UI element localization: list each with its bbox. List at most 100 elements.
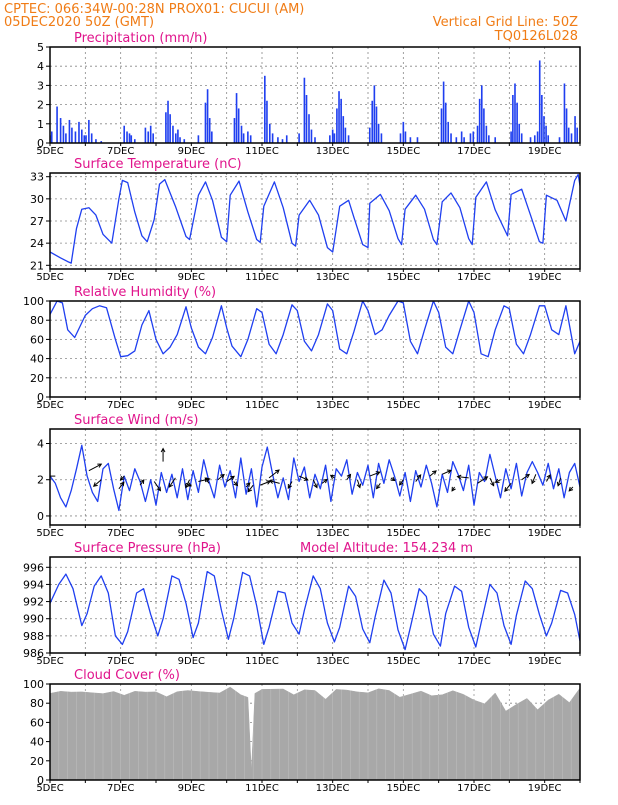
- y-tick-label: 994: [23, 578, 44, 591]
- precip-bar: [95, 139, 97, 143]
- y-tick-label: 4: [37, 437, 44, 450]
- x-tick-label: 7DEC: [107, 146, 134, 157]
- wind-arrowhead: [140, 479, 145, 484]
- wind-arrow: [153, 481, 161, 491]
- precip-bar: [570, 133, 573, 143]
- precip-bar: [463, 137, 465, 143]
- wind-plot-area: [50, 444, 580, 512]
- wind-arrowhead: [233, 481, 239, 487]
- wind-arrowhead: [375, 471, 381, 476]
- x-tick-label: 19DEC: [528, 400, 562, 411]
- precip-bar: [281, 139, 284, 143]
- x-tick-label: 9DEC: [178, 146, 205, 157]
- precip-bar: [536, 131, 539, 143]
- precip-bar: [56, 106, 58, 143]
- wind-arrow: [399, 479, 404, 486]
- wind-arrowhead: [160, 447, 166, 453]
- cloud-frame: [49, 683, 581, 781]
- precip-bar: [344, 127, 347, 143]
- humidity-frame: [49, 300, 581, 398]
- precip-bar: [172, 125, 174, 143]
- wind-arrowhead: [446, 469, 452, 474]
- precip-bar: [373, 85, 376, 143]
- wind-arrowhead: [185, 483, 190, 489]
- wind-arrow: [376, 483, 381, 489]
- wind-arrowhead: [274, 469, 280, 474]
- precip-bar: [144, 127, 147, 143]
- x-tick-label: 19DEC: [528, 656, 562, 667]
- wind-arrow: [204, 477, 210, 484]
- wind-arrow: [298, 475, 309, 481]
- precip-bar: [169, 114, 171, 143]
- precip-bar: [71, 127, 73, 143]
- wind-arrow: [226, 475, 235, 482]
- precip-bar: [271, 133, 274, 143]
- x-tick-label: 11DEC: [245, 783, 279, 794]
- precip-bar: [308, 114, 310, 143]
- wind-arrow: [185, 479, 191, 488]
- wind-arrowhead: [494, 478, 500, 483]
- wind-arrow: [369, 471, 380, 477]
- x-tick-label: 11DEC: [245, 528, 279, 539]
- x-tick-label: 11DEC: [245, 272, 279, 283]
- precip-bar: [305, 95, 308, 143]
- y-tick-label: 20: [30, 372, 44, 385]
- header-station-line: CPTEC: 066:34W-00:28N PROX01: CUCUI (AM): [4, 2, 304, 17]
- cloud-plot-area: [50, 686, 580, 780]
- precip-panel: Precipitation (mm/h) 0 1 2 3 4 5 5DEC 7DEC 9DEC 11…: [36, 31, 581, 157]
- x-tick-label: 13DEC: [316, 656, 350, 667]
- x-tick-label: 19DEC: [528, 146, 562, 157]
- precip-bar: [242, 133, 245, 143]
- precip-bar: [211, 131, 213, 143]
- wind-arrowhead: [156, 486, 162, 492]
- y-tick-label: 2: [37, 474, 44, 487]
- precip-bar: [147, 131, 150, 143]
- pressure-series-line: [50, 570, 580, 651]
- y-tick-label: 60: [30, 333, 44, 346]
- wind-arrow: [429, 470, 437, 477]
- x-tick-label: 11DEC: [245, 400, 279, 411]
- humidity-plot-area: [50, 301, 580, 358]
- precip-bar: [512, 95, 514, 143]
- header-date-line: 05DEC2020 50Z (GMT): [4, 15, 154, 30]
- precip-bar: [174, 133, 177, 143]
- wind-arrow: [118, 481, 125, 490]
- x-tick-label: 17DEC: [457, 528, 491, 539]
- precip-bar: [402, 121, 405, 143]
- pressure-panel: Surface Pressure (hPa) Model Altitude: 15…: [23, 541, 581, 667]
- x-tick-label: 5DEC: [36, 783, 63, 794]
- precip-bar: [88, 119, 90, 143]
- x-tick-label: 19DEC: [528, 528, 562, 539]
- y-tick-label: 990: [23, 613, 44, 626]
- x-tick-label: 15DEC: [386, 146, 420, 157]
- precip-bar: [347, 135, 350, 143]
- precip-bar: [565, 108, 568, 143]
- x-tick-label: 15DEC: [386, 400, 420, 411]
- wind-arrowhead: [247, 487, 253, 493]
- precip-bar: [340, 98, 342, 143]
- cloud-title: Cloud Cover (%): [74, 668, 180, 683]
- x-tick-label: 17DEC: [457, 400, 491, 411]
- precip-bar: [235, 93, 238, 143]
- x-tick-label: 11DEC: [245, 656, 279, 667]
- precip-bar: [167, 100, 169, 143]
- precip-bar: [469, 133, 472, 143]
- precip-bar: [533, 135, 536, 143]
- precip-bar: [165, 112, 167, 143]
- precip-bar: [541, 95, 543, 143]
- wind-arrow: [321, 479, 328, 484]
- wind-arrowhead: [504, 487, 509, 492]
- x-tick-label: 7DEC: [107, 400, 134, 411]
- y-tick-label: 60: [30, 716, 44, 729]
- y-tick-label: 24: [30, 237, 44, 250]
- precip-bar: [483, 108, 485, 143]
- wind-arrow: [545, 474, 551, 482]
- y-tick-label: 0: [37, 137, 44, 150]
- temperature-panel: Surface Temperature (nC) 21 24 27 30 33 5DEC 7D…: [30, 157, 581, 283]
- wind-series-line: [50, 444, 580, 512]
- wind-frame: [49, 428, 581, 526]
- wind-arrow: [346, 474, 351, 481]
- wind-arrowhead: [390, 476, 396, 482]
- precip-bar: [375, 106, 378, 143]
- pressure-title: Surface Pressure (hPa): [74, 541, 221, 556]
